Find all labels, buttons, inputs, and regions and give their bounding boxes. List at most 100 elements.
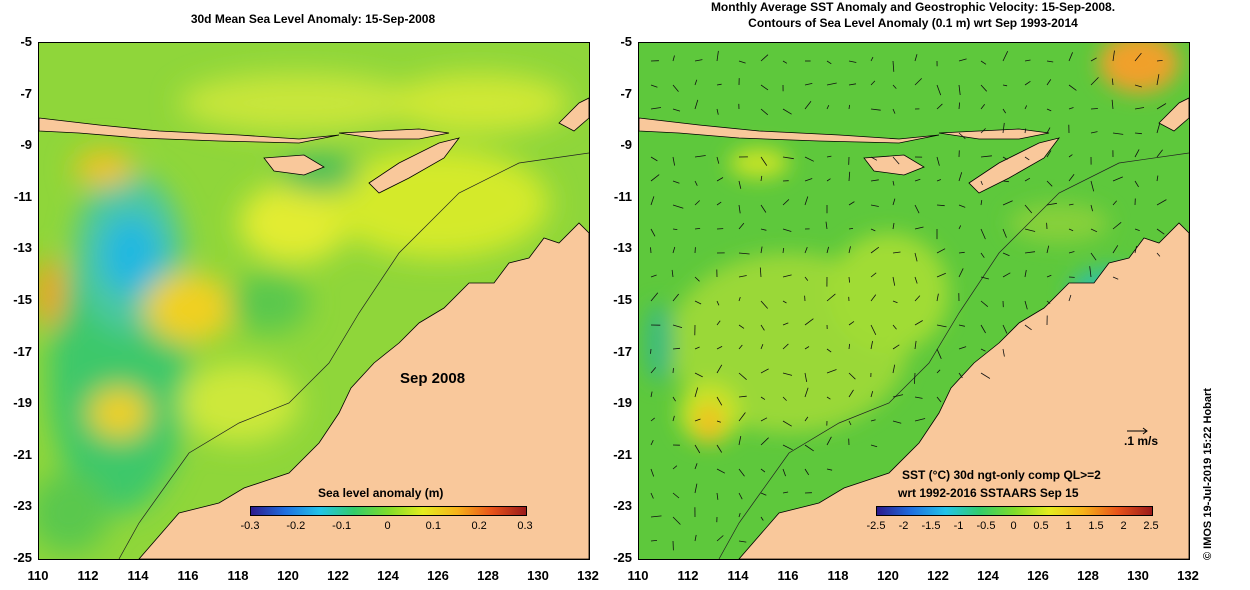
velocity-arrow (804, 444, 814, 452)
velocity-arrow (672, 465, 678, 470)
right-x-tick: 112 (677, 568, 699, 583)
velocity-arrow (914, 78, 922, 86)
velocity-arrow (738, 412, 746, 422)
velocity-arrow (672, 246, 676, 254)
velocity-arrow (848, 83, 857, 86)
left-x-tick: 126 (427, 568, 449, 583)
right-x-tick: 128 (1077, 568, 1099, 583)
velocity-arrow (1068, 174, 1075, 182)
velocity-arrow (716, 420, 721, 423)
velocity-arrow (870, 156, 878, 161)
right-colorbar-tick: -1.5 (921, 520, 941, 532)
velocity-arrow (1090, 204, 1093, 212)
velocity-arrow (760, 54, 769, 62)
velocity-arrow (848, 201, 855, 206)
velocity-arrow (892, 222, 895, 230)
left-panel-title: 30d Mean Sea Level Anomaly: 15-Sep-2008 (190, 12, 436, 26)
timor-island (368, 137, 460, 194)
velocity-arrow (650, 440, 654, 446)
left-y-tick: -7 (20, 85, 32, 101)
right-y-tick: -17 (613, 343, 632, 359)
velocity-arrow (716, 50, 719, 62)
velocity-arrow (650, 348, 652, 354)
left-x-tick: 110 (27, 568, 49, 583)
velocity-arrow (1046, 127, 1051, 134)
velocity-arrow (650, 196, 655, 206)
velocity-arrow (694, 200, 700, 206)
velocity-arrow (782, 444, 793, 451)
velocity-arrow (848, 228, 854, 230)
velocity-arrow (1046, 180, 1053, 187)
velocity-arrow (804, 318, 814, 326)
right-colorbar-tick: -2.5 (866, 520, 886, 532)
velocity-arrow (825, 221, 828, 230)
left-y-tick: -15 (13, 292, 32, 307)
velocity-arrow (1002, 252, 1010, 257)
velocity-arrow (694, 300, 702, 305)
right-x-tick: 126 (1027, 568, 1049, 583)
velocity-arrow (1068, 294, 1072, 302)
velocity-arrow (958, 346, 967, 350)
velocity-arrow (1024, 156, 1030, 161)
velocity-arrow (870, 390, 874, 398)
velocity-arrow (826, 468, 833, 471)
velocity-arrow (958, 204, 966, 208)
velocity-arrow (936, 324, 947, 328)
right-y-tick: -13 (613, 240, 632, 256)
velocity-arrow (760, 324, 765, 331)
left-colorbar-tick: -0.1 (332, 520, 352, 532)
right-x-tick: 114 (727, 568, 749, 583)
timor-east (558, 97, 589, 132)
velocity-arrow (650, 84, 658, 88)
velocity-arrow (848, 372, 856, 380)
velocity-arrow (716, 346, 723, 350)
velocity-arrow (826, 60, 832, 65)
velocity-arrow (650, 468, 655, 477)
velocity-arrow (1068, 107, 1074, 110)
velocity-arrow (694, 99, 699, 110)
velocity-arrow (870, 108, 881, 111)
velocity-arrow (1134, 52, 1142, 62)
velocity-arrow (716, 468, 726, 474)
left-y-tick: -19 (13, 395, 32, 411)
left-y-tick: -21 (13, 446, 32, 462)
left-y-tick: -25 (13, 550, 32, 565)
left-colorbar (250, 506, 527, 516)
left-x-tick: 124 (377, 568, 399, 583)
java-island (39, 117, 340, 144)
velocity-arrow (694, 418, 701, 422)
left-date-label: Sep 2008 (400, 370, 466, 387)
velocity-scale-label: .1 m/s (1124, 434, 1159, 448)
velocity-arrow (804, 196, 809, 206)
velocity-arrow (870, 272, 877, 278)
velocity-arrow (694, 387, 699, 398)
left-y-tick: -11 (13, 188, 32, 204)
left-colorbar-tick: -0.2 (286, 520, 306, 532)
velocity-arrow (870, 204, 879, 207)
velocity-arrow (936, 272, 946, 278)
velocity-arrow (914, 320, 923, 326)
velocity-arrow (826, 293, 836, 302)
velocity-arrow (892, 300, 898, 304)
right-colorbar-label-line2: wrt 1992-2016 SSTAARS Sep 15 (898, 486, 1079, 500)
velocity-arrow (980, 300, 989, 308)
velocity-arrow (804, 83, 813, 86)
left-x-tick: 112 (77, 568, 99, 583)
velocity-arrow (782, 247, 785, 254)
velocity-arrow (870, 419, 876, 422)
right-y-tick: -15 (613, 292, 632, 307)
velocity-arrow (1090, 57, 1097, 62)
left-x-tick: 114 (127, 568, 149, 583)
velocity-arrow (738, 180, 742, 189)
velocity-arrow (804, 416, 809, 422)
velocity-arrow (738, 344, 743, 350)
velocity-arrow (694, 463, 698, 470)
velocity-arrow (936, 348, 942, 359)
velocity-arrow (804, 246, 808, 254)
velocity-arrow (848, 276, 850, 283)
velocity-arrow (980, 103, 986, 110)
velocity-arrow (980, 276, 989, 280)
velocity-arrow (782, 372, 793, 376)
velocity-arrow (892, 324, 897, 330)
velocity-arrow (672, 180, 680, 184)
